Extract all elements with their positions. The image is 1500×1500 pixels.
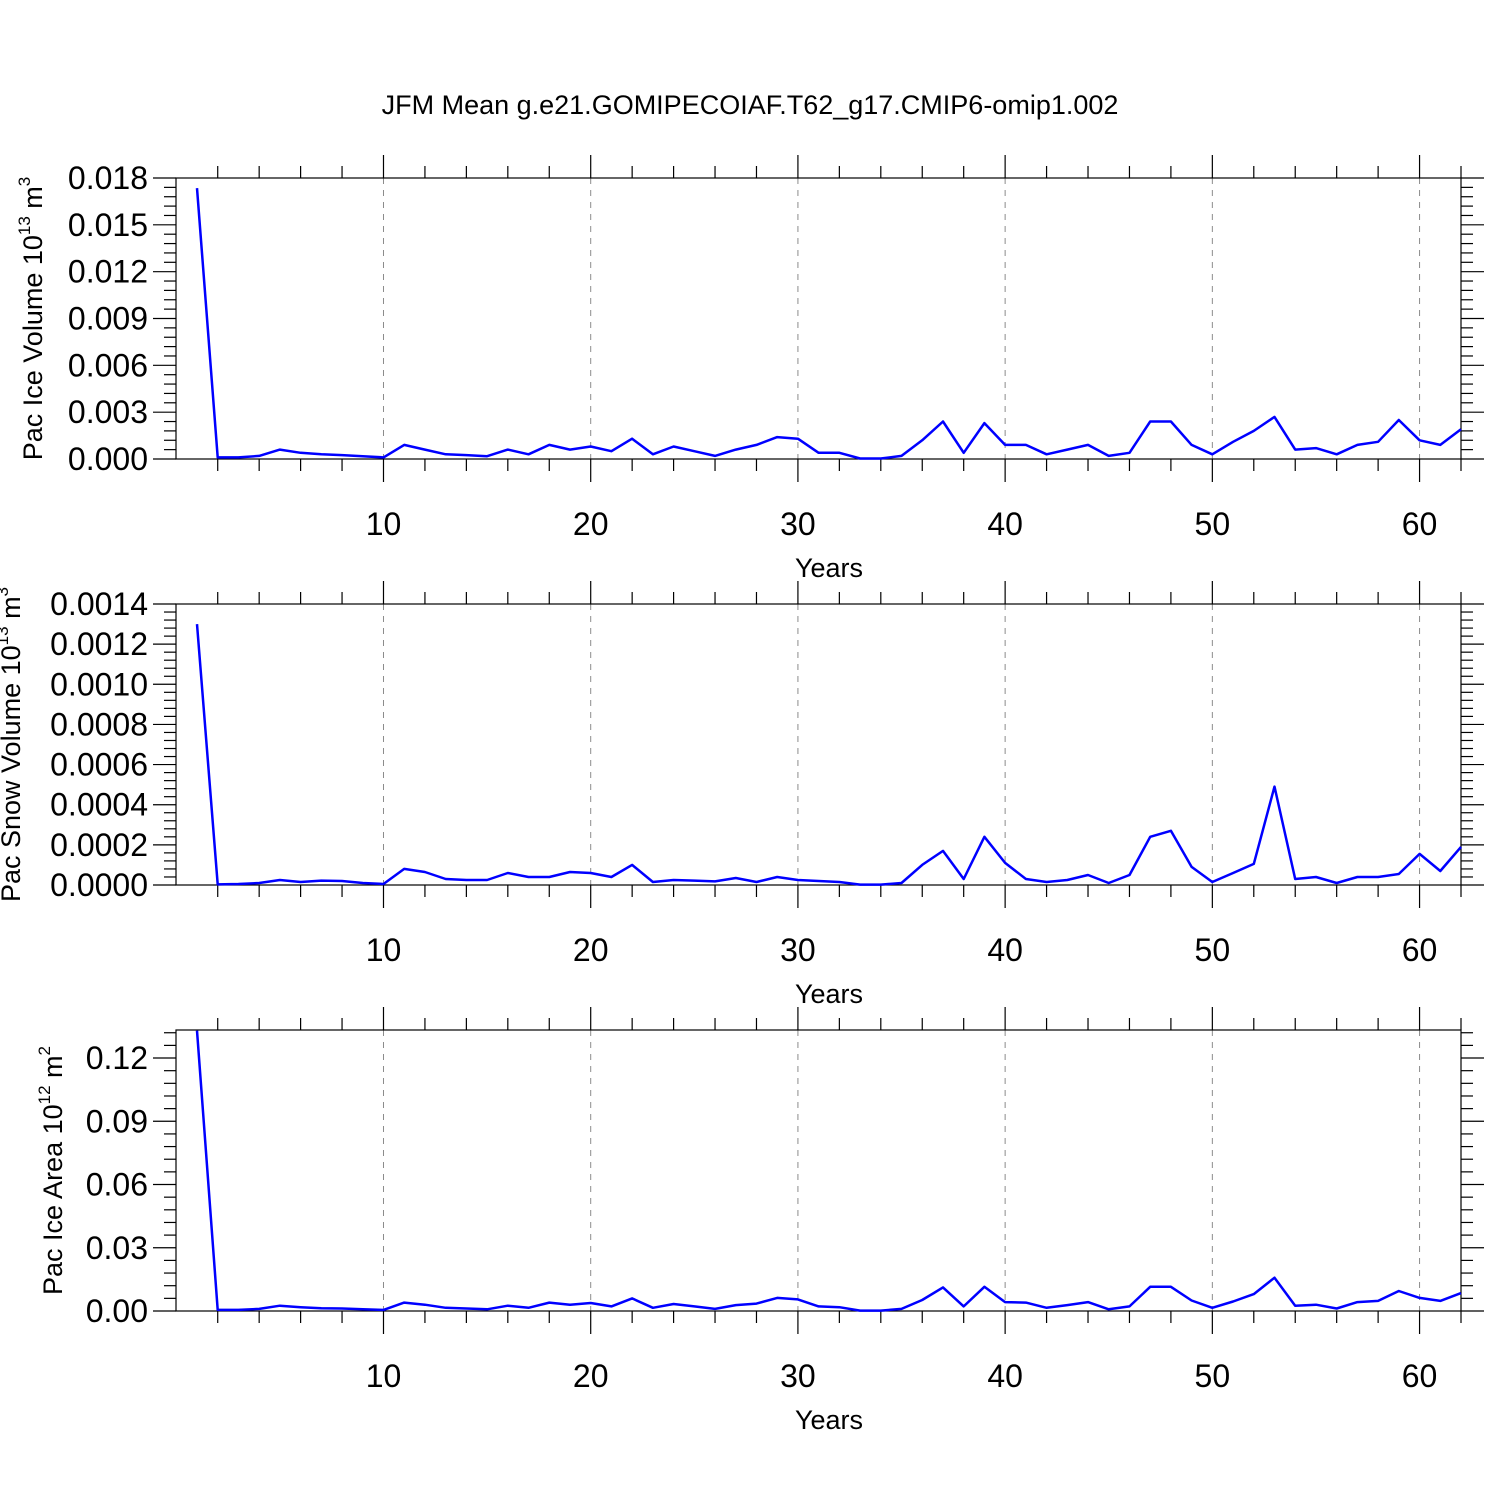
y-axis-title-exponent: 12 bbox=[35, 1085, 54, 1104]
y-tick-label: 0.003 bbox=[68, 394, 148, 430]
y-tick-label: 0.0006 bbox=[50, 747, 148, 783]
chart-panel-2: 0.0000 0.0002 0.0004 0.0006 0.0008 0.0010 0.00… bbox=[0, 581, 1484, 1009]
y-axis-title-unit: m bbox=[18, 186, 48, 216]
x-tick-label: 20 bbox=[573, 932, 609, 968]
data-line-series-1 bbox=[195, 624, 1462, 886]
x-tick-label: 50 bbox=[1195, 1358, 1231, 1394]
x-tick-label: 10 bbox=[366, 506, 402, 542]
y-axis-title-unit-exponent: 3 bbox=[15, 177, 34, 186]
x-tick-label: 10 bbox=[366, 932, 402, 968]
y-tick-label: 0.0008 bbox=[50, 706, 148, 742]
y-axis-title-exponent: 13 bbox=[0, 626, 12, 645]
chart-panel-1: 0.000 0.003 0.006 0.009 0.012 0.015 0.018 10 20 3… bbox=[15, 155, 1484, 583]
x-axis-title: Years bbox=[795, 1405, 863, 1435]
y-tick-label: 0.009 bbox=[68, 301, 148, 337]
data-line-series-1 bbox=[195, 1030, 1462, 1312]
y-tick-label: 0.015 bbox=[68, 207, 148, 243]
y-tick-label: 0.000 bbox=[68, 441, 148, 477]
x-tick-label: 40 bbox=[987, 1358, 1023, 1394]
y-axis-title: Pac Snow Volume 1013 m3 bbox=[0, 587, 26, 902]
x-tick-label: 40 bbox=[987, 932, 1023, 968]
x-tick-label: 50 bbox=[1195, 932, 1231, 968]
y-axis-title-unit-exponent: 2 bbox=[35, 1046, 54, 1055]
x-tick-label: 20 bbox=[573, 1358, 609, 1394]
y-axis-title-unit-exponent: 3 bbox=[0, 587, 12, 596]
plot-frame bbox=[175, 177, 1462, 460]
y-axis-title-unit: m bbox=[38, 1055, 68, 1085]
y-axis-title-text: Pac Snow Volume 10 bbox=[0, 645, 26, 902]
figure-title: JFM Mean g.e21.GOMIPECOIAF.T62_g17.CMIP6… bbox=[382, 90, 1119, 120]
x-tick-label: 50 bbox=[1195, 506, 1231, 542]
y-tick-label: 0.012 bbox=[68, 254, 148, 290]
y-axis-title: Pac Ice Volume 1013 m3 bbox=[15, 177, 48, 461]
y-tick-label: 0.0014 bbox=[50, 586, 148, 622]
x-tick-label: 40 bbox=[987, 506, 1023, 542]
x-tick-label: 10 bbox=[366, 1358, 402, 1394]
y-tick-label: 0.0000 bbox=[50, 867, 148, 903]
x-axis-title: Years bbox=[795, 553, 863, 583]
x-axis-title: Years bbox=[795, 979, 863, 1009]
y-tick-label: 0.006 bbox=[68, 347, 148, 383]
y-tick-label: 0.09 bbox=[86, 1103, 148, 1139]
chart-panel-3: 0.00 0.03 0.06 0.09 0.12 10 20 30 40 50 60 Years Pac… bbox=[35, 1007, 1484, 1435]
y-axis-title-unit: m bbox=[0, 596, 26, 626]
x-tick-label: 60 bbox=[1402, 1358, 1438, 1394]
x-tick-label: 60 bbox=[1402, 932, 1438, 968]
y-tick-label: 0.0004 bbox=[50, 787, 148, 823]
x-tick-label: 20 bbox=[573, 506, 609, 542]
y-tick-label: 0.0002 bbox=[50, 827, 148, 863]
x-tick-label: 30 bbox=[780, 506, 816, 542]
y-tick-label: 0.00 bbox=[86, 1293, 148, 1329]
x-tick-label: 60 bbox=[1402, 506, 1438, 542]
y-axis-title-text: Pac Ice Volume 10 bbox=[18, 235, 48, 460]
y-tick-label: 0.0010 bbox=[50, 666, 148, 702]
x-tick-label: 30 bbox=[780, 932, 816, 968]
y-tick-label: 0.12 bbox=[86, 1040, 148, 1076]
y-axis-title: Pac Ice Area 1012 m2 bbox=[35, 1046, 68, 1295]
y-tick-label: 0.0012 bbox=[50, 626, 148, 662]
data-line-series-1 bbox=[195, 188, 1462, 460]
y-axis-title-text: Pac Ice Area 10 bbox=[38, 1104, 68, 1295]
x-tick-label: 30 bbox=[780, 1358, 816, 1394]
y-tick-label: 0.03 bbox=[86, 1230, 148, 1266]
y-tick-label: 0.018 bbox=[68, 160, 148, 196]
plot-frame bbox=[175, 1029, 1462, 1312]
plot-frame bbox=[175, 603, 1462, 886]
y-tick-label: 0.06 bbox=[86, 1167, 148, 1203]
y-axis-title-exponent: 13 bbox=[15, 216, 34, 235]
